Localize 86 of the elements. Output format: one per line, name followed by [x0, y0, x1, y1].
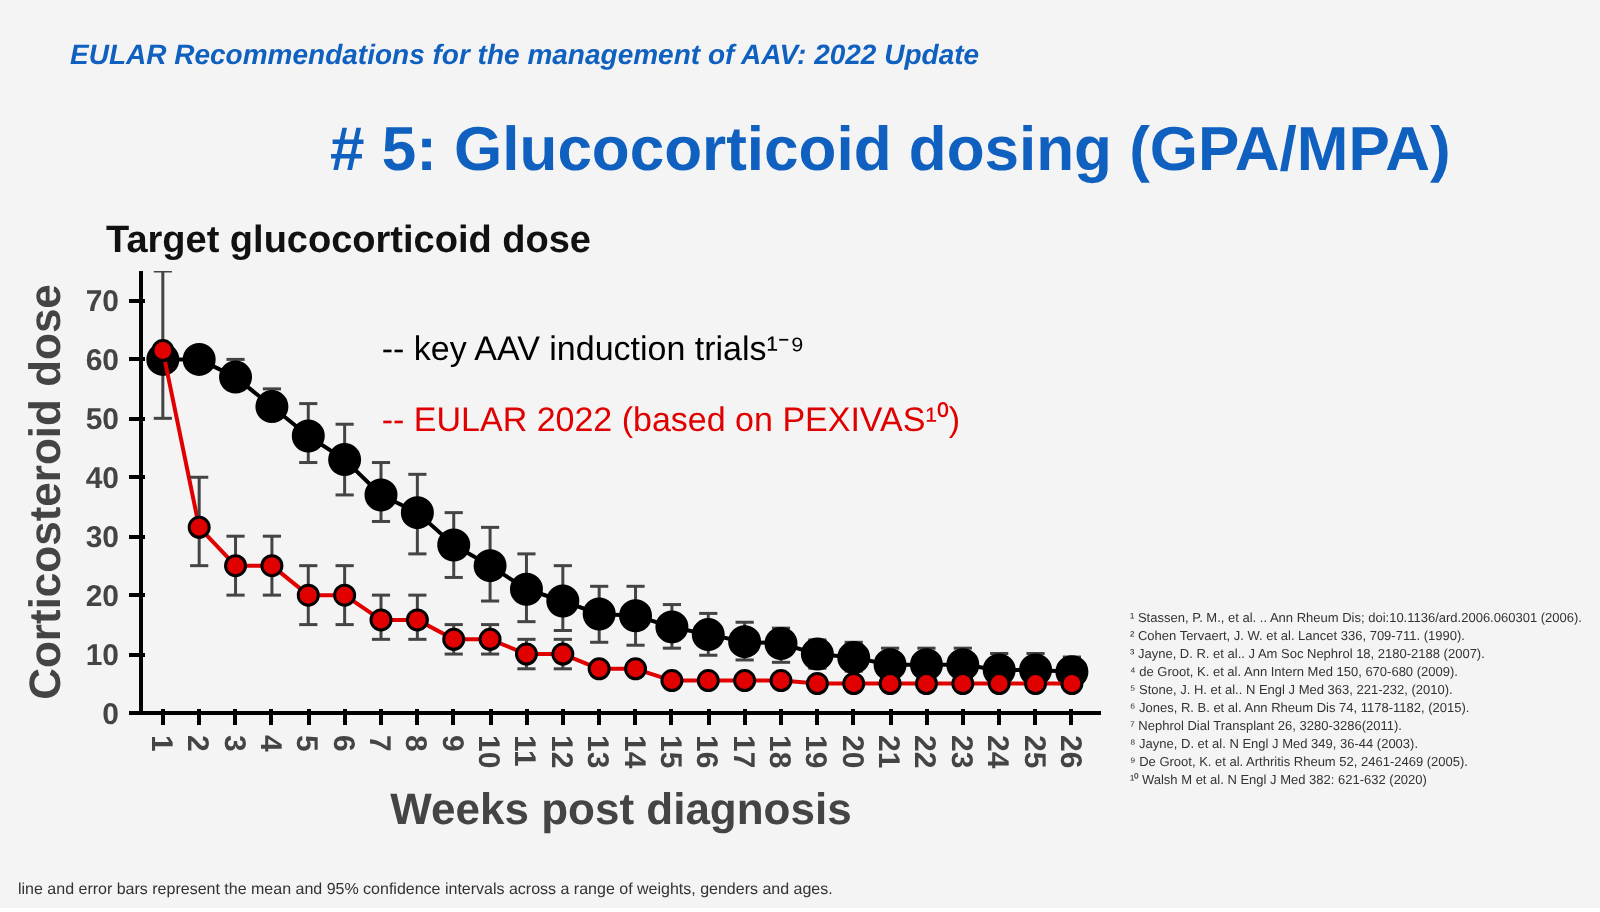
point: [837, 641, 871, 675]
point: [619, 599, 653, 633]
point: [587, 657, 611, 681]
point: [333, 583, 357, 607]
x-tick-label: 12: [543, 735, 578, 769]
x-tick-label: 10: [471, 735, 506, 769]
point: [987, 672, 1011, 696]
point: [551, 642, 575, 666]
text: line and error bars represent the mean and 95% confidence intervals across a range of weights, genders and ages.: [18, 880, 833, 900]
point: [255, 390, 289, 424]
point: [691, 618, 725, 652]
point: [582, 597, 616, 631]
x-tick-label: 20: [834, 735, 869, 769]
text: # 5: Glucocorticoid dosing (GPA/MPA): [330, 112, 1451, 188]
point: [805, 672, 829, 696]
x-tick-label: 3: [216, 735, 251, 752]
text: -- EULAR 2022 (based on PEXIVAS¹⁰): [381, 400, 961, 439]
point: [624, 657, 648, 681]
x-tick-label: 21: [871, 735, 906, 769]
point: [296, 583, 320, 607]
y-tick-label: 70: [85, 285, 120, 320]
point: [546, 584, 580, 618]
x-tick-label: 25: [1016, 735, 1051, 769]
point: [878, 672, 902, 696]
x-tick-label: 26: [1052, 735, 1087, 769]
x-tick-label: 13: [580, 735, 615, 769]
point: [660, 669, 684, 693]
point: [733, 669, 757, 693]
point: [800, 637, 834, 671]
point: [405, 608, 429, 632]
x-tick-label: 7: [362, 735, 396, 752]
point: [1024, 672, 1048, 696]
x-tick-label: 1: [143, 735, 178, 752]
point: [328, 443, 362, 477]
x-tick-label: 19: [798, 735, 833, 769]
point: [509, 572, 543, 606]
point: [764, 626, 798, 660]
point: [478, 627, 502, 651]
point: [369, 608, 393, 632]
point: [842, 672, 866, 696]
point: [769, 669, 793, 693]
x-tick-label: 11: [507, 735, 542, 767]
x-tick-label: 8: [398, 735, 433, 752]
text: -- key AAV induction trials¹⁻⁹: [381, 330, 805, 369]
chart-title: Target glucocorticoid dose: [106, 218, 593, 267]
x-tick-label: 24: [980, 735, 1015, 770]
x-tick-label: 22: [907, 735, 942, 769]
x-tick-label: 15: [652, 735, 687, 769]
point: [437, 528, 471, 562]
point: [514, 642, 538, 666]
text: EULAR Recommendations for the management of AAV: 2022 Update: [70, 36, 982, 74]
point: [400, 496, 434, 530]
point: [260, 554, 284, 578]
y-tick-label: 40: [85, 462, 120, 497]
point: [442, 627, 466, 651]
point: [951, 672, 975, 696]
y-tick-label: 10: [85, 639, 120, 674]
y-tick-label: 0: [102, 698, 119, 732]
y-tick-label: 60: [85, 344, 120, 379]
x-tick-label: 2: [180, 735, 215, 752]
point: [655, 610, 689, 644]
point: [728, 625, 762, 659]
y-tick-label: 50: [85, 403, 120, 438]
x-axis-title: Weeks post diagnosis: [390, 784, 852, 835]
x-tick-label: 16: [689, 735, 724, 769]
y-axis-title: Corticosteroid dose: [19, 284, 70, 700]
y-tick-label: 30: [85, 521, 120, 556]
point: [219, 360, 253, 394]
point: [364, 478, 398, 512]
point: [224, 554, 248, 578]
x-tick-label: 9: [434, 735, 469, 752]
x-tick-label: 4: [252, 735, 287, 753]
x-tick-label: 18: [762, 735, 796, 769]
x-tick-label: 14: [616, 735, 651, 770]
point: [291, 419, 325, 453]
point: [473, 549, 507, 583]
point: [187, 515, 211, 539]
y-tick-label: 20: [85, 580, 120, 615]
x-tick-label: 17: [725, 735, 760, 769]
point: [914, 672, 938, 696]
x-tick-label: 5: [289, 735, 324, 752]
point: [696, 669, 720, 693]
x-tick-label: 23: [943, 735, 978, 769]
point: [1060, 672, 1084, 696]
x-tick-label: 6: [325, 735, 360, 752]
point: [182, 342, 216, 376]
